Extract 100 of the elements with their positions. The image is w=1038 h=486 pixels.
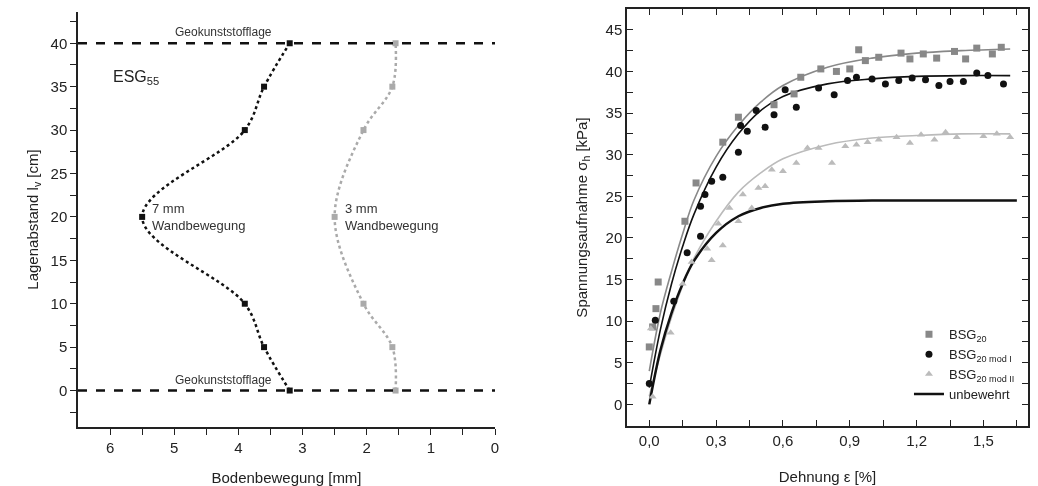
point <box>933 54 941 62</box>
point <box>286 387 293 394</box>
y-tick-label: 0 <box>58 381 68 399</box>
point <box>360 300 367 307</box>
point <box>790 90 798 98</box>
point <box>392 387 399 394</box>
point <box>261 344 268 351</box>
point <box>389 344 396 351</box>
point <box>752 107 760 115</box>
y-tick-label: 5 <box>613 353 623 371</box>
legend-label: BSG$_{20 mod I}$ <box>948 347 1012 364</box>
y-tick-label: 35 <box>605 104 623 122</box>
point <box>139 213 146 220</box>
x-tick-label: 0,6 <box>772 431 794 449</box>
point <box>984 72 992 80</box>
series-label: 3 mm Wandbewegung <box>345 201 439 233</box>
series-label: 7 mm Wandbewegung <box>152 201 246 233</box>
point <box>737 122 745 130</box>
point <box>651 316 659 324</box>
legend-label: BSG$_{20 mod II}$ <box>948 367 1015 384</box>
point <box>708 177 716 185</box>
y-tick-label: 45 <box>605 21 623 39</box>
point <box>922 76 930 84</box>
point <box>950 47 958 55</box>
point <box>815 84 823 92</box>
point <box>781 86 789 94</box>
y-tick-label: 35 <box>50 77 68 95</box>
point <box>861 57 869 65</box>
point <box>988 50 996 58</box>
point <box>241 127 248 134</box>
point <box>997 43 1005 51</box>
point <box>692 179 700 187</box>
point <box>645 380 653 388</box>
y-tick-label: 5 <box>58 338 68 356</box>
point <box>959 77 967 85</box>
point <box>719 173 727 181</box>
x-tick-label: 0,3 <box>705 431 727 449</box>
point <box>797 73 805 81</box>
point <box>392 40 399 47</box>
point <box>261 83 268 90</box>
x-tick-label: 3 <box>298 438 307 456</box>
point <box>999 80 1007 88</box>
x-tick-label: 0 <box>490 438 500 456</box>
x-axis-title: Bodenbewegung [mm] <box>211 468 362 486</box>
point <box>852 73 860 81</box>
point <box>286 40 293 47</box>
point <box>881 80 889 88</box>
point <box>792 103 800 111</box>
ref-line-label: Geokunststofflage <box>175 373 272 387</box>
y-tick-label: 20 <box>605 229 623 247</box>
x-tick-label: 4 <box>234 438 243 456</box>
x-tick-label: 2 <box>362 438 371 456</box>
y-tick-label: 20 <box>50 208 68 226</box>
x-tick-label: 1 <box>426 438 436 456</box>
point <box>841 142 850 149</box>
point <box>241 300 248 307</box>
y-tick-label: 30 <box>605 145 623 163</box>
point <box>331 213 338 220</box>
point <box>734 148 742 156</box>
point <box>778 167 787 174</box>
point <box>895 77 903 85</box>
point <box>645 343 653 351</box>
point <box>718 241 727 248</box>
y-tick-label: 40 <box>605 62 623 80</box>
point <box>681 217 689 225</box>
point <box>919 50 927 58</box>
point <box>743 127 751 135</box>
point <box>946 77 954 85</box>
point <box>389 83 396 90</box>
point <box>761 123 769 131</box>
y-tick-label: 10 <box>50 294 68 312</box>
point <box>683 249 691 257</box>
point <box>962 55 970 63</box>
point <box>652 305 660 313</box>
point <box>817 65 825 73</box>
point <box>770 101 778 109</box>
point <box>830 91 838 99</box>
point <box>908 74 916 82</box>
point <box>875 53 883 61</box>
x-tick-label: 0,9 <box>839 431 861 449</box>
point <box>697 232 705 240</box>
point <box>761 182 770 189</box>
legend-label: unbewehrt <box>948 387 1011 403</box>
y-tick-label: 15 <box>605 270 623 288</box>
point <box>654 278 662 286</box>
x-tick-label: 0,0 <box>638 431 660 449</box>
ref-line-label: Geokunststofflage <box>175 25 272 39</box>
point <box>697 202 705 210</box>
point <box>844 77 852 85</box>
y-tick-label: 0 <box>613 395 623 413</box>
x-tick-label: 1,5 <box>973 431 994 449</box>
point <box>701 191 709 199</box>
point <box>906 55 914 63</box>
y-tick-label: 25 <box>605 187 623 205</box>
point <box>897 49 905 57</box>
point <box>734 113 742 121</box>
annotation: ESG$_{55}$ <box>113 68 160 88</box>
x-tick-label: 6 <box>105 438 115 456</box>
point <box>670 297 678 305</box>
point <box>707 256 716 263</box>
